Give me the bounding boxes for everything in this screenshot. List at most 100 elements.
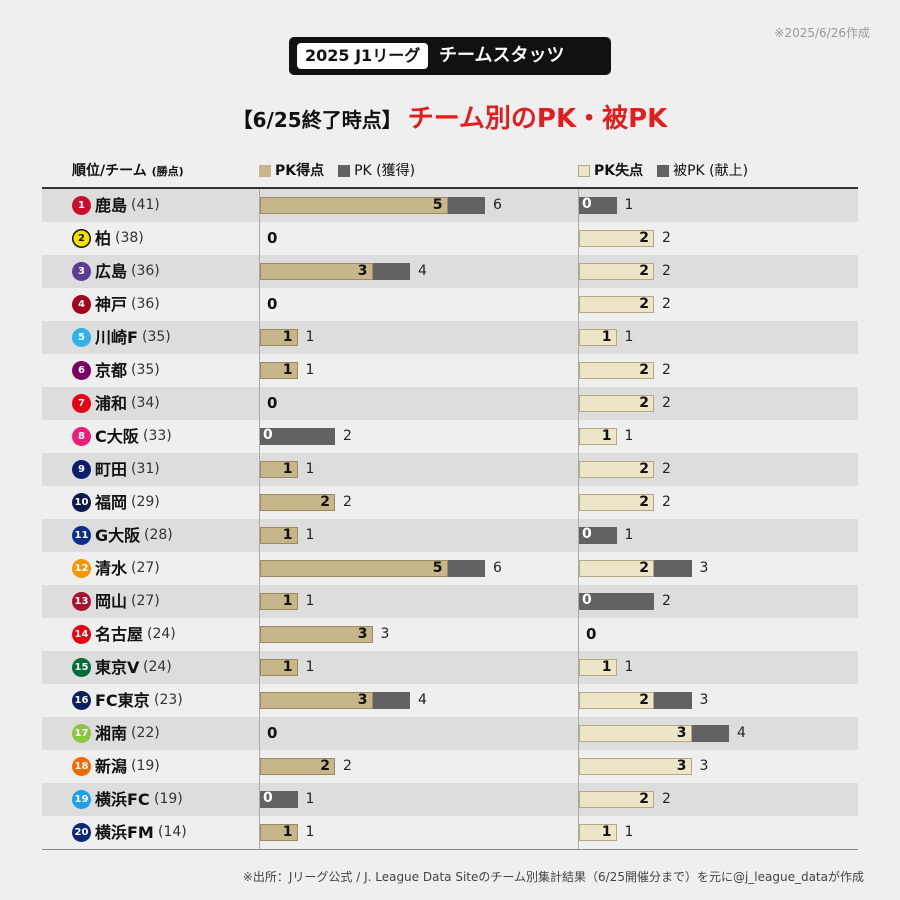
rank-badge: 2 <box>72 229 91 248</box>
team-points: (19) <box>154 791 183 807</box>
rank-badge: 17 <box>72 724 91 743</box>
conceded-value-label: 1 <box>601 428 612 444</box>
rank-badge: 10 <box>72 493 91 512</box>
rank-badge: 6 <box>72 361 91 380</box>
rank-badge: 20 <box>72 823 91 842</box>
conceded-value-label: 0 <box>582 526 592 542</box>
team-name: 名古屋 <box>95 625 144 644</box>
pk-total-bar: 0 <box>260 428 335 445</box>
pk-won-swatch <box>338 165 351 177</box>
pk-value-bar: 0 <box>260 428 280 445</box>
pk-given-swatch <box>657 165 670 177</box>
pk-value-bar: 1 <box>260 593 298 610</box>
pk-total-bar: 5 <box>260 560 485 577</box>
pk-total-label: 6 <box>493 560 502 576</box>
conceded-value-bar: 2 <box>579 791 654 808</box>
team-name: 京都 <box>95 361 128 380</box>
team-name: 町田 <box>95 460 128 479</box>
team-name: 東京V <box>95 658 140 677</box>
pk-value-label: 1 <box>282 362 293 378</box>
pk-value-label: 3 <box>357 263 368 279</box>
pk-total-label: 4 <box>418 692 427 708</box>
pk-value-label: 1 <box>282 593 293 609</box>
table-row: 5 川崎F (35) 1 1 1 1 <box>42 321 858 354</box>
table-row: 10 福岡 (29) 2 2 2 2 <box>42 486 858 519</box>
rank-badge: 12 <box>72 559 91 578</box>
conceded-total-label: 3 <box>699 560 709 576</box>
conceded-value-label: 0 <box>582 196 592 212</box>
conceded-total-bar: 1 <box>579 329 617 346</box>
conceded-total-label: 1 <box>624 527 634 543</box>
table-row: 17 湘南 (22) 0 3 4 <box>42 717 858 750</box>
team-name: 柏 <box>95 229 112 248</box>
conceded-total-bar: 1 <box>579 659 617 676</box>
table-row: 1 鹿島 (41) 5 6 0 1 <box>42 189 858 222</box>
rank-badge: 13 <box>72 592 91 611</box>
pk-total-bar: 1 <box>260 461 298 478</box>
pk-zero-label: 0 <box>267 394 278 412</box>
pk-total-bar: 1 <box>260 362 298 379</box>
pk-total-bar: 1 <box>260 329 298 346</box>
legend-pk-won: PK (獲得) <box>354 163 416 179</box>
pk-value-label: 2 <box>320 758 330 774</box>
legend-pk-conceded: PK失点 <box>594 163 644 179</box>
pk-total-bar: 3 <box>260 263 410 280</box>
rank-badge: 18 <box>72 757 91 776</box>
conceded-value-label: 2 <box>639 230 649 246</box>
conceded-total-bar: 1 <box>579 824 617 841</box>
table-row: 9 町田 (31) 1 1 2 2 <box>42 453 858 486</box>
conceded-value-bar: 3 <box>579 725 692 742</box>
conceded-total-label: 2 <box>662 395 671 411</box>
pk-total-bar: 3 <box>260 626 373 643</box>
team-name: G大阪 <box>95 526 141 545</box>
pk-total-bar: 1 <box>260 593 298 610</box>
conceded-value-bar: 2 <box>579 461 654 478</box>
pk-total-bar: 3 <box>260 692 410 709</box>
pk-value-bar: 5 <box>260 560 448 577</box>
pk-value-label: 0 <box>263 427 273 443</box>
conceded-total-label: 3 <box>699 692 709 708</box>
conceded-value-label: 2 <box>639 560 649 576</box>
pk-value-label: 2 <box>320 494 330 510</box>
rank-badge: 5 <box>72 328 91 347</box>
headline-prefix: 【6/25終了時点】 <box>232 108 402 132</box>
conceded-total-label: 1 <box>624 428 634 444</box>
conceded-total-bar: 0 <box>579 593 654 610</box>
team-name: 横浜FC <box>95 790 150 809</box>
badge-year: 2025 J1リーグ <box>297 43 429 69</box>
conceded-value-bar: 2 <box>579 395 654 412</box>
pk-total-bar: 2 <box>260 494 335 511</box>
conceded-total-label: 2 <box>662 296 671 312</box>
pk-value-label: 5 <box>432 560 443 576</box>
pk-value-bar: 2 <box>260 758 335 775</box>
conceded-value-bar: 2 <box>579 692 654 709</box>
right-legend: PK失点 被PK (献上) <box>578 160 748 182</box>
conceded-value-label: 2 <box>639 692 649 708</box>
table-row: 6 京都 (35) 1 1 2 2 <box>42 354 858 387</box>
team-name: 鹿島 <box>95 196 128 215</box>
pk-value-label: 3 <box>357 692 368 708</box>
conceded-total-bar: 1 <box>579 428 617 445</box>
conceded-total-label: 2 <box>662 263 671 279</box>
pk-value-bar: 1 <box>260 527 298 544</box>
pk-total-bar: 5 <box>260 197 485 214</box>
conceded-value-bar: 2 <box>579 263 654 280</box>
conceded-value-label: 0 <box>582 592 592 608</box>
pk-total-bar: 1 <box>260 659 298 676</box>
source-footnote: ※出所：Jリーグ公式 / J. League Data Siteのチーム別集計結… <box>242 870 864 884</box>
table-row: 15 東京V (24) 1 1 1 1 <box>42 651 858 684</box>
conceded-total-label: 1 <box>624 659 634 675</box>
pk-scored-swatch <box>259 165 271 177</box>
conceded-total-bar: 2 <box>579 230 654 247</box>
table-row: 18 新潟 (19) 2 2 3 3 <box>42 750 858 783</box>
pk-value-label: 1 <box>282 329 293 345</box>
left-legend: PK得点 PK (獲得) <box>259 160 415 182</box>
table-row: 20 横浜FM (14) 1 1 1 1 <box>42 816 858 849</box>
pk-total-label: 1 <box>305 593 315 609</box>
conceded-total-bar: 2 <box>579 494 654 511</box>
team-name: 新潟 <box>95 757 128 776</box>
conceded-total-label: 2 <box>662 494 671 510</box>
team-name: FC東京 <box>95 691 150 710</box>
pk-value-label: 1 <box>282 461 293 477</box>
pk-value-bar: 3 <box>260 626 373 643</box>
